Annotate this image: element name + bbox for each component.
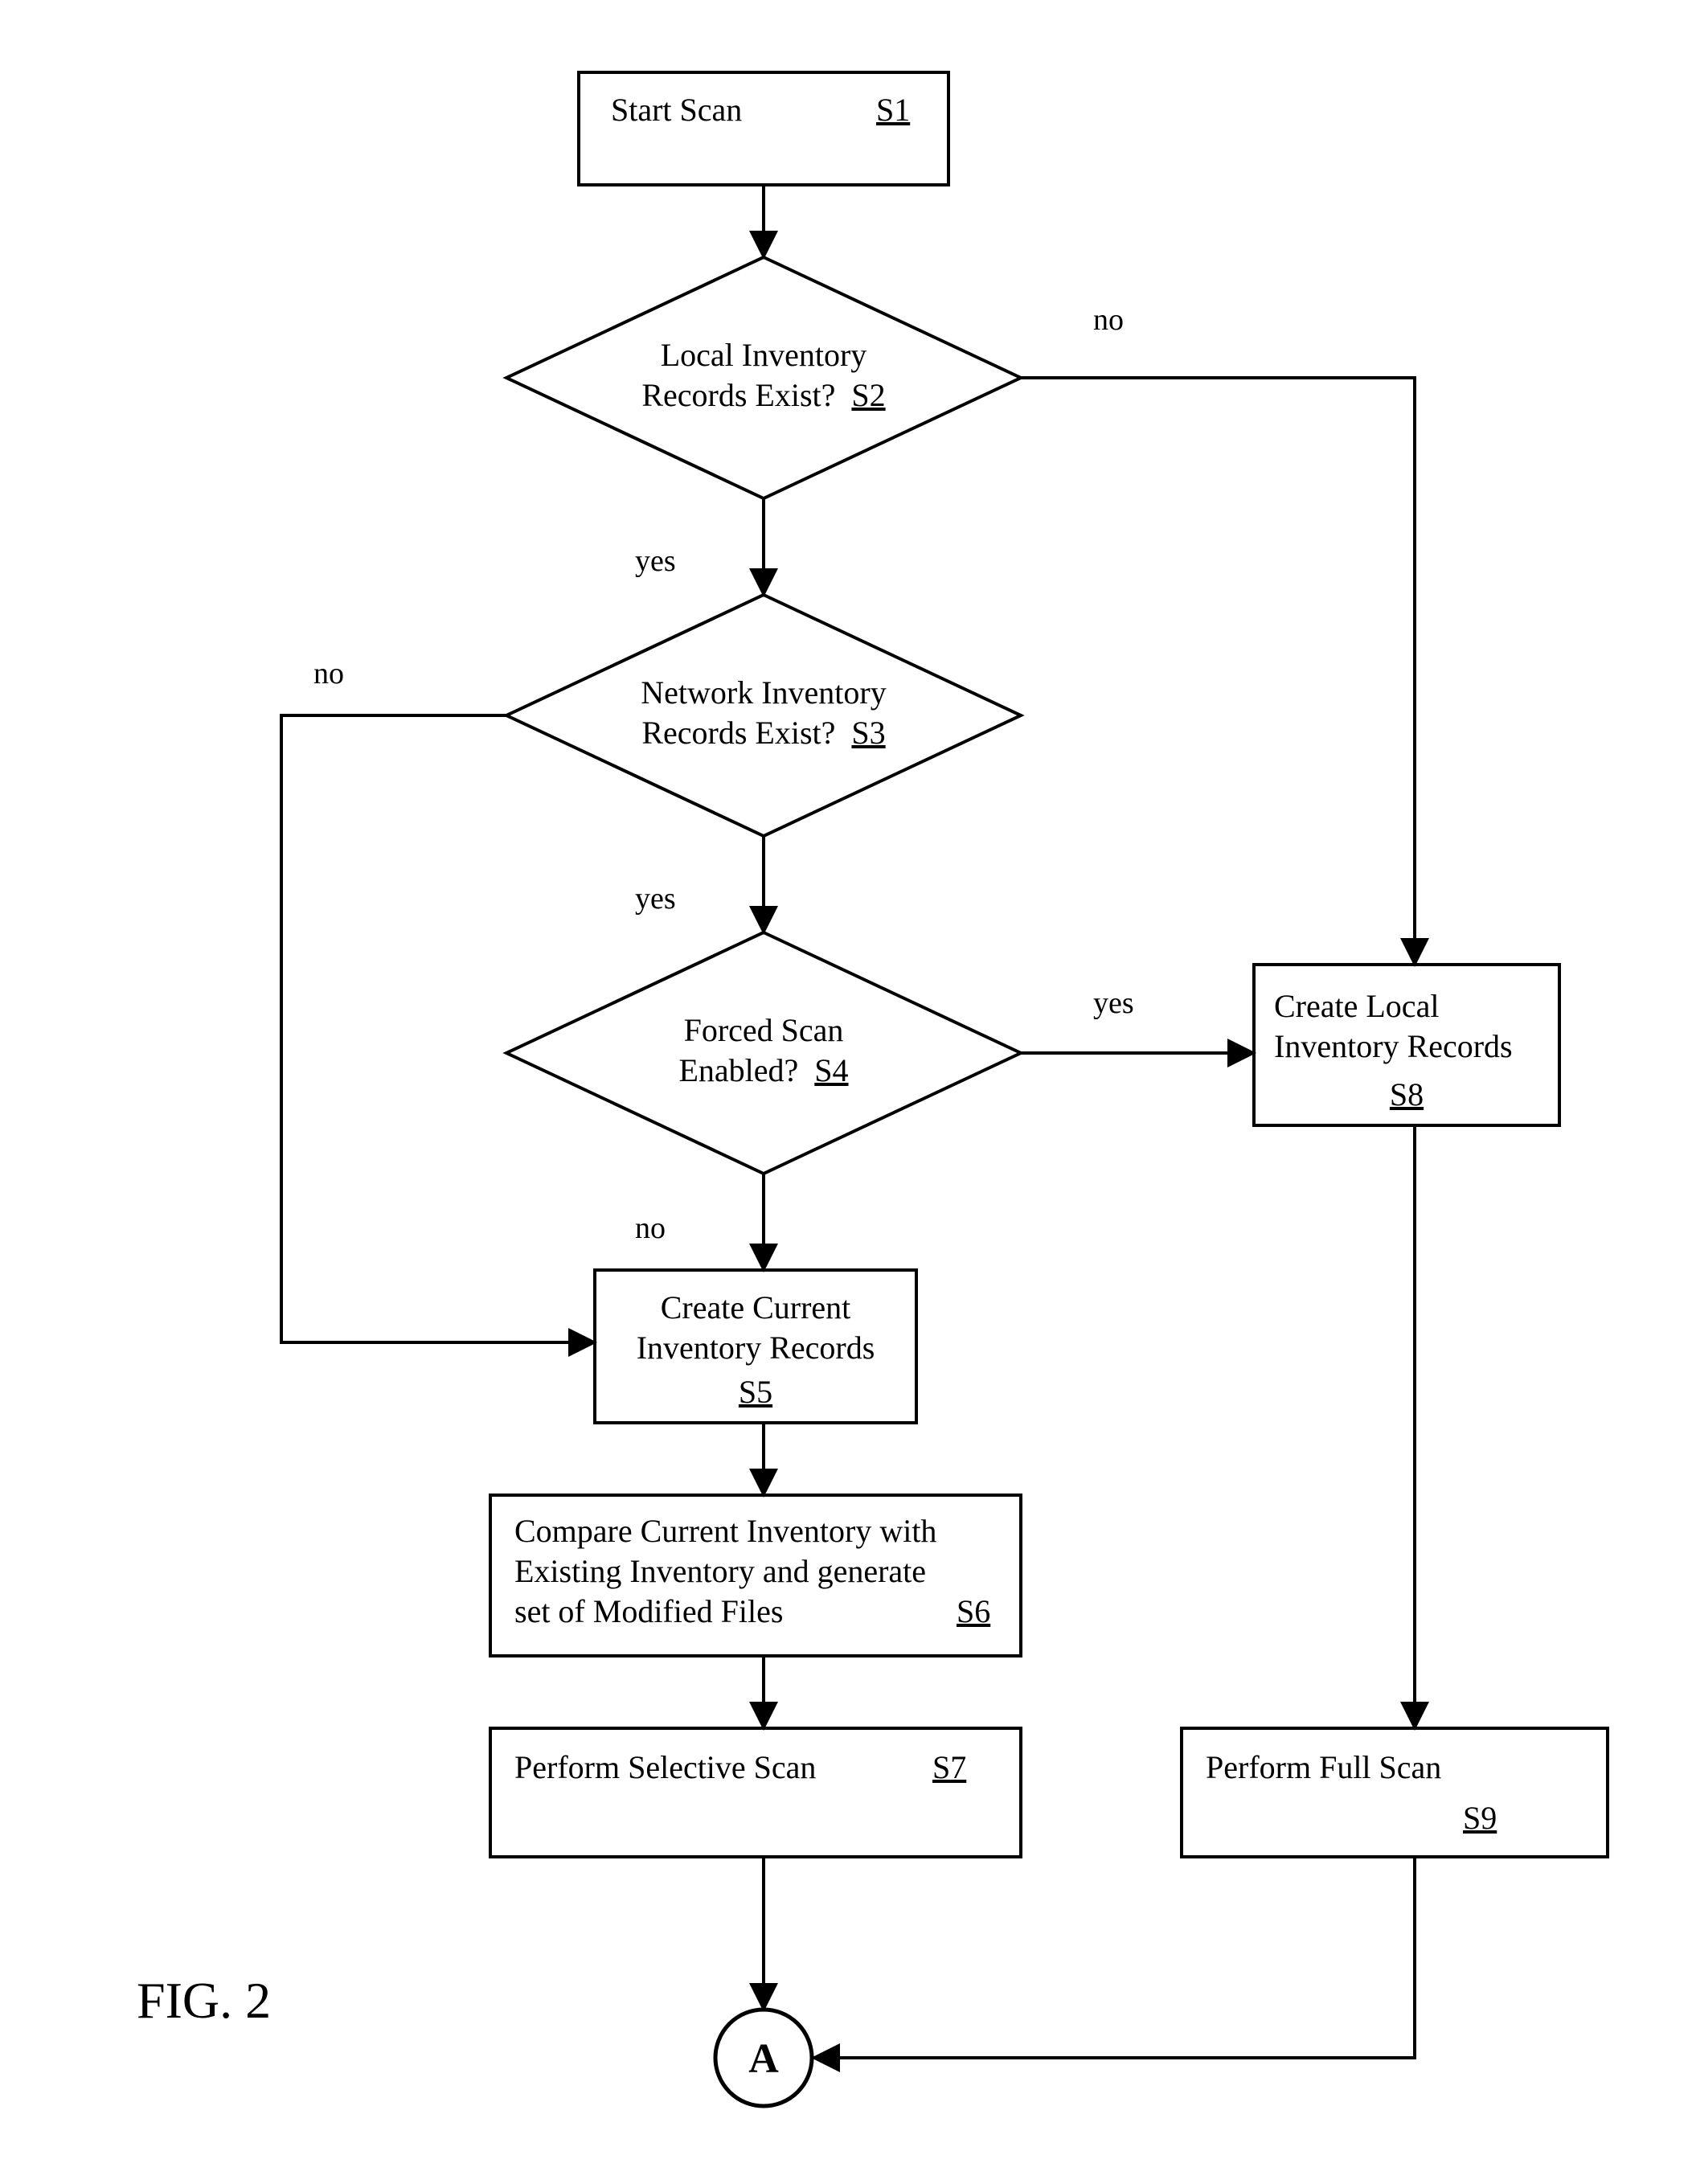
s3-no-label: no: [313, 657, 344, 690]
s3-text1: Network Inventory: [641, 674, 886, 711]
s6-step: S6: [957, 1593, 990, 1629]
s7-text: Perform Selective Scan: [514, 1749, 816, 1785]
connector-a-label: A: [748, 2036, 779, 2082]
s9-step: S9: [1463, 1800, 1497, 1836]
s5-text1: Create Current: [661, 1289, 851, 1326]
s6-text3: set of Modified Files: [514, 1593, 783, 1629]
s3-yes-label: yes: [635, 882, 676, 916]
edge-s3-yes: yes: [635, 836, 764, 932]
node-create-current-inventory: Create Current Inventory Records S5: [595, 1270, 916, 1423]
edge-s4-no: no: [635, 1174, 764, 1270]
s4-no-label: no: [635, 1211, 666, 1245]
flowchart: Start Scan S1 Local Inventory Records Ex…: [0, 0, 1692, 2184]
node-perform-selective-scan: Perform Selective Scan S7: [490, 1728, 1021, 1857]
s6-text2: Existing Inventory and generate: [514, 1553, 926, 1589]
node-network-inventory-exist: Network Inventory Records Exist? S3: [506, 595, 1021, 836]
s4-text2: Enabled? S4: [678, 1052, 848, 1088]
s7-step: S7: [932, 1749, 966, 1785]
s5-text2: Inventory Records: [637, 1330, 875, 1366]
node-create-local-inventory: Create Local Inventory Records S8: [1254, 965, 1559, 1125]
edge-s3-no: no: [281, 657, 595, 1342]
s2-no-label: no: [1093, 303, 1124, 337]
node-local-inventory-exist: Local Inventory Records Exist? S2: [506, 257, 1021, 498]
s4-yes-label: yes: [1093, 986, 1134, 1020]
s2-text2: Records Exist? S2: [641, 377, 885, 413]
s8-step: S8: [1390, 1076, 1424, 1112]
edge-s9-a: [813, 1857, 1415, 2058]
s2-yes-label: yes: [635, 544, 676, 578]
node-perform-full-scan: Perform Full Scan S9: [1182, 1728, 1608, 1857]
node-compare-inventory: Compare Current Inventory with Existing …: [490, 1495, 1021, 1656]
edge-s2-yes: yes: [635, 498, 764, 595]
s8-text2: Inventory Records: [1274, 1028, 1513, 1064]
s1-step: S1: [876, 92, 910, 128]
node-start-scan: Start Scan S1: [579, 72, 948, 185]
edge-s2-no: no: [1021, 303, 1415, 965]
s9-text: Perform Full Scan: [1206, 1749, 1441, 1785]
s1-text: Start Scan: [611, 92, 742, 128]
connector-a: A: [715, 2010, 812, 2106]
s5-step: S5: [739, 1374, 772, 1410]
s6-text1: Compare Current Inventory with: [514, 1513, 936, 1549]
s4-text1: Forced Scan: [684, 1012, 844, 1048]
node-forced-scan-enabled: Forced Scan Enabled? S4: [506, 932, 1021, 1174]
s3-text2: Records Exist? S3: [641, 715, 885, 751]
figure-label: FIG. 2: [137, 1972, 271, 2029]
s2-text1: Local Inventory: [661, 337, 867, 373]
edge-s4-yes: yes: [1021, 986, 1254, 1053]
s8-text1: Create Local: [1274, 988, 1439, 1024]
